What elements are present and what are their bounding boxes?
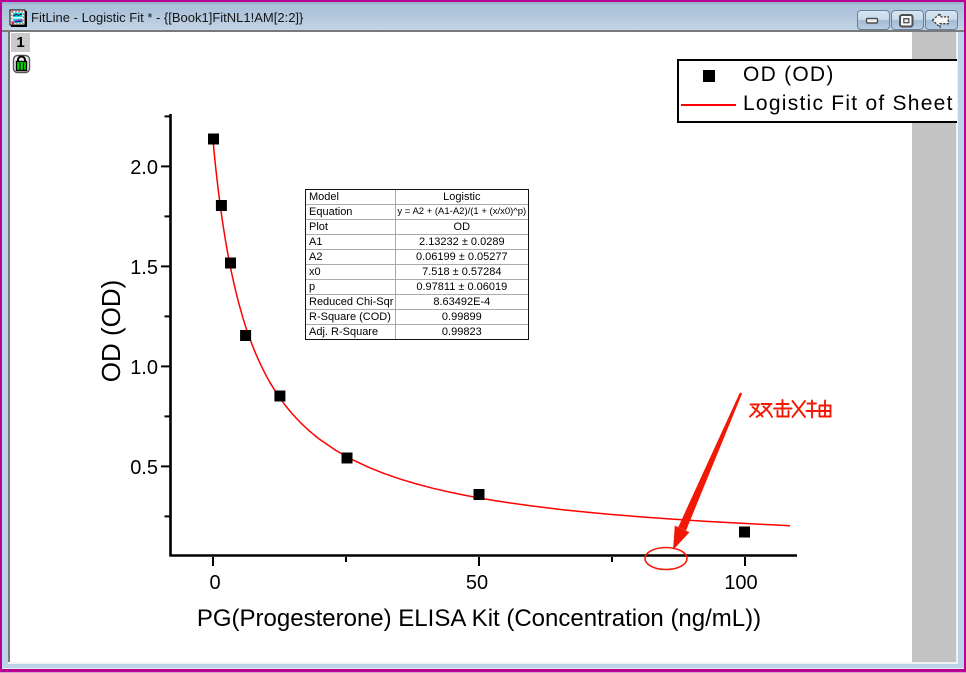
svg-text:PG(Progesterone) ELISA Kit (Co: PG(Progesterone) ELISA Kit (Concentratio… [197, 605, 761, 632]
svg-text:100: 100 [724, 572, 757, 594]
svg-text:1.5: 1.5 [130, 257, 158, 279]
svg-text:50: 50 [466, 572, 488, 594]
svg-text:0.5: 0.5 [130, 457, 158, 479]
svg-text:2.0: 2.0 [130, 157, 158, 179]
svg-text:OD (OD): OD (OD) [96, 280, 126, 383]
svg-text:0: 0 [209, 572, 220, 594]
svg-text:1.0: 1.0 [130, 357, 158, 379]
